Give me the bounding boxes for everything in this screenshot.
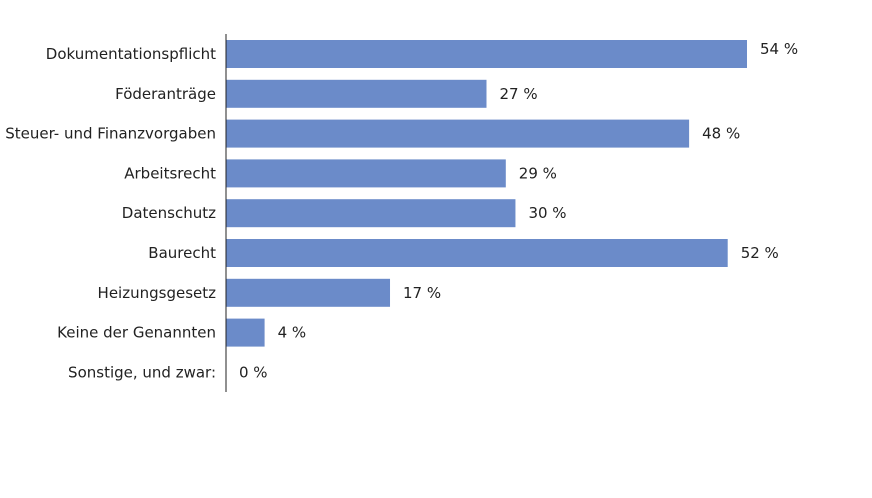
bar-2 xyxy=(226,119,690,148)
category-label-8: Sonstige, und zwar: xyxy=(68,363,216,381)
bar-7 xyxy=(226,318,265,347)
value-label-2: 48 % xyxy=(702,125,740,143)
category-label-6: Heizungsgesetz xyxy=(98,284,217,302)
value-label-6: 17 % xyxy=(403,284,441,302)
category-label-0: Dokumentationspflicht xyxy=(46,45,216,63)
category-label-4: Datenschutz xyxy=(122,204,216,222)
value-label-5: 52 % xyxy=(741,244,779,262)
bars-group xyxy=(226,40,747,347)
value-labels-group: 54 % 27 % 48 % 29 % 30 % 52 % 17 % 4 % 0 % xyxy=(239,40,798,381)
category-label-2: Steuer- und Finanzvorgaben xyxy=(5,125,216,143)
category-label-1: Föderanträge xyxy=(115,85,216,103)
bar-4 xyxy=(226,199,516,228)
bar-1 xyxy=(226,79,487,108)
category-label-7: Keine der Genannten xyxy=(57,324,216,342)
bar-6 xyxy=(226,278,391,307)
category-label-5: Baurecht xyxy=(148,244,216,262)
bar-5 xyxy=(226,239,728,267)
category-labels-group: Dokumentationspflicht Föderanträge Steuer-… xyxy=(5,45,216,381)
value-label-3: 29 % xyxy=(519,164,557,182)
bar-3 xyxy=(226,159,506,188)
value-label-4: 30 % xyxy=(528,204,566,222)
bar-0 xyxy=(226,40,747,68)
value-label-0: 54 % xyxy=(760,40,798,58)
value-label-8: 0 % xyxy=(239,363,268,381)
value-label-1: 27 % xyxy=(500,85,538,103)
value-label-7: 4 % xyxy=(278,324,307,342)
category-label-3: Arbeitsrecht xyxy=(124,164,216,182)
